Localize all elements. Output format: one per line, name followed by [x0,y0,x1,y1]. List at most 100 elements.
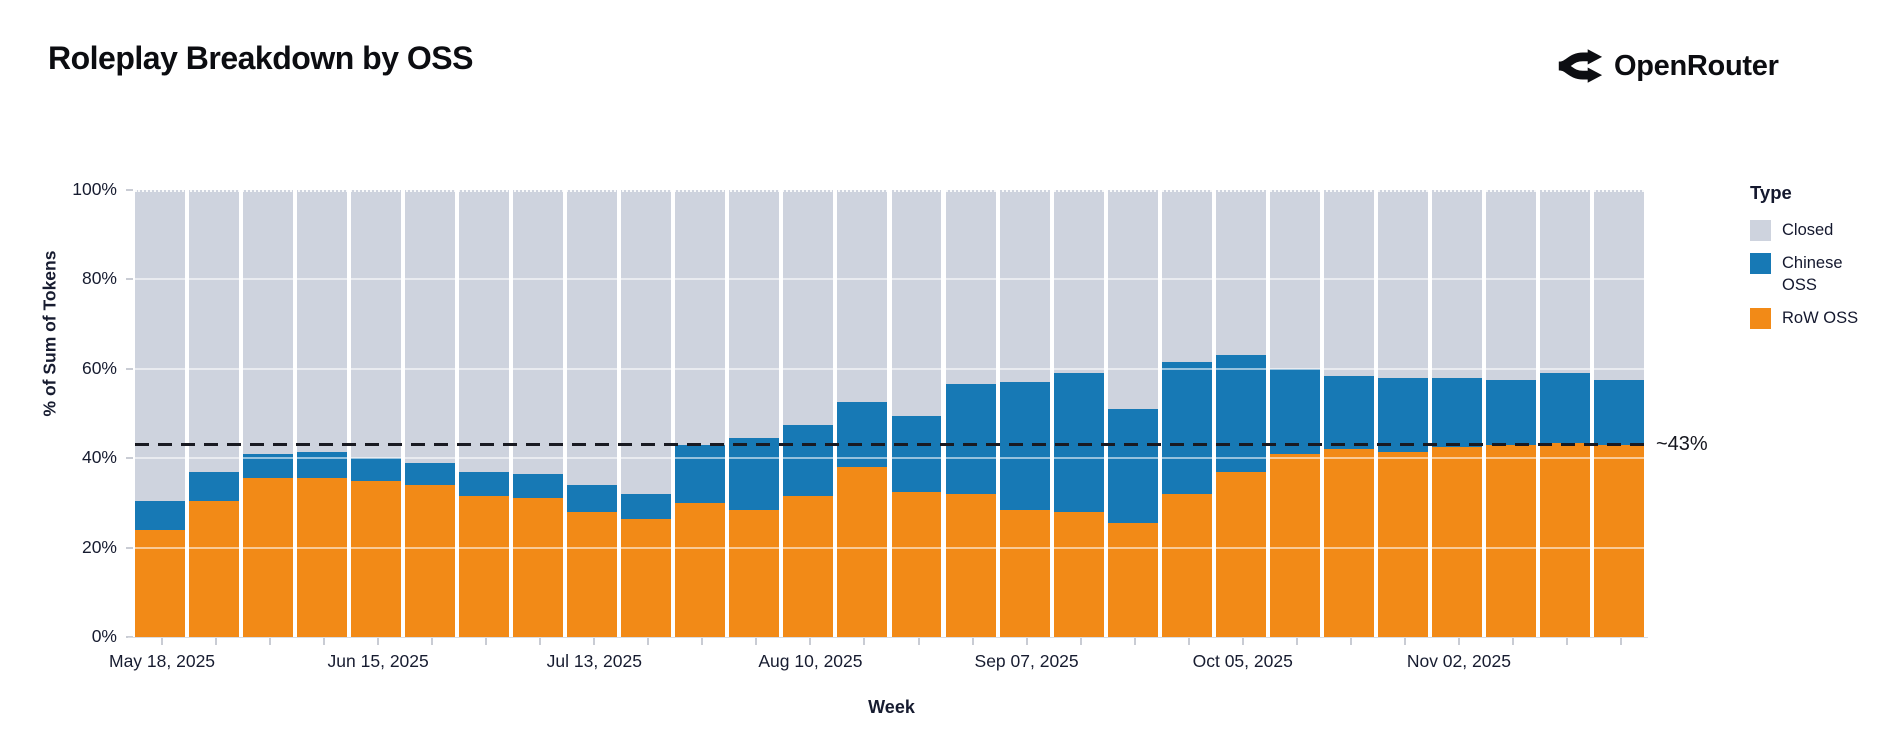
bar-week-aug-10-2025 [783,190,834,637]
bar-segment-chinese-oss[interactable] [297,451,348,479]
bar-segment-row-oss[interactable] [1431,447,1482,637]
bar-segment-row-oss[interactable] [1161,493,1212,637]
x-tick-mark [809,638,812,645]
bar-segment-chinese-oss[interactable] [459,471,510,497]
bar-segment-row-oss[interactable] [729,509,780,637]
bar-segment-chinese-oss[interactable] [567,485,618,512]
bar-segment-chinese-oss[interactable] [1161,362,1212,494]
bar-segment-row-oss[interactable] [891,491,942,637]
bar-segment-chinese-oss[interactable] [945,384,996,494]
bar-segment-row-oss[interactable] [621,518,672,637]
bar-segment-chinese-oss[interactable] [135,500,185,530]
bar-segment-closed[interactable] [297,190,348,452]
bar-segment-row-oss[interactable] [783,496,834,637]
bar-segment-chinese-oss[interactable] [1431,377,1482,448]
bar-segment-chinese-oss[interactable] [891,415,942,492]
legend-item-closed[interactable]: Closed [1750,219,1870,241]
bar-segment-chinese-oss[interactable] [1107,409,1158,524]
bar-segment-row-oss[interactable] [1053,511,1104,637]
bar-segment-closed[interactable] [1161,190,1212,363]
bar-segment-row-oss[interactable] [999,509,1050,637]
bar-segment-chinese-oss[interactable] [1323,375,1374,450]
page-title: Roleplay Breakdown by OSS [48,40,473,76]
bar-segment-chinese-oss[interactable] [1485,379,1536,445]
bar-segment-row-oss[interactable] [1485,444,1536,637]
bar-segment-closed[interactable] [459,190,510,472]
bar-segment-row-oss[interactable] [297,478,348,637]
bar-segment-closed[interactable] [1377,190,1428,378]
bar-segment-closed[interactable] [945,190,996,385]
bar-segment-row-oss[interactable] [837,467,888,637]
bar-week-sep-07-2025 [999,190,1050,637]
bar-segment-row-oss[interactable] [1269,453,1320,637]
y-tick-label-80: 80% [81,268,117,289]
bar-segment-closed[interactable] [351,190,402,459]
bar-segment-closed[interactable] [1593,190,1644,380]
bar-segment-row-oss[interactable] [459,496,510,637]
bar-week-nov-02-2025 [1431,190,1482,637]
legend-item-chinese-oss[interactable]: Chinese OSS [1750,252,1870,296]
bar-segment-chinese-oss[interactable] [1593,379,1644,445]
bar-segment-closed[interactable] [513,190,564,474]
bar-segment-closed[interactable] [783,190,834,425]
bar-segment-chinese-oss[interactable] [513,473,564,499]
bar-segment-closed[interactable] [243,190,294,454]
bar-segment-chinese-oss[interactable] [1269,368,1320,454]
bar-segment-chinese-oss[interactable] [405,462,456,486]
bar-segment-chinese-oss[interactable] [675,444,726,503]
bar-segment-closed[interactable] [1215,190,1266,356]
bar-segment-closed[interactable] [135,190,185,501]
bar-segment-row-oss[interactable] [1107,523,1158,637]
bar-segment-chinese-oss[interactable] [351,458,402,481]
bar-segment-closed[interactable] [1431,190,1482,378]
bar-segment-chinese-oss[interactable] [1377,377,1428,452]
legend-item-row-oss[interactable]: RoW OSS [1750,307,1870,329]
bar-segment-row-oss[interactable] [405,485,456,637]
bar-segment-row-oss[interactable] [1593,444,1644,637]
y-tick-mark [126,457,133,460]
legend-swatch-chinese-oss[interactable] [1750,253,1771,274]
bar-week-sep-28-2025 [1161,190,1212,637]
bar-segment-closed[interactable] [1323,190,1374,376]
x-tick-mark [161,638,164,645]
bar-segment-closed[interactable] [999,190,1050,383]
bar-segment-row-oss[interactable] [351,480,402,637]
legend-swatch-closed[interactable] [1750,220,1771,241]
x-tick-label-sep-07-2025: Sep 07, 2025 [974,651,1079,671]
bar-segment-chinese-oss[interactable] [1215,355,1266,472]
bar-segment-row-oss[interactable] [189,500,240,637]
bar-segment-chinese-oss[interactable] [1539,373,1590,443]
bar-segment-row-oss[interactable] [1323,449,1374,637]
bar-segment-closed[interactable] [1485,190,1536,380]
x-tick-mark [971,638,974,645]
legend-label: Chinese OSS [1782,254,1843,294]
bar-segment-closed[interactable] [1539,190,1590,374]
bar-segment-chinese-oss[interactable] [1053,373,1104,512]
bar-segment-row-oss[interactable] [1215,471,1266,637]
bar-segment-closed[interactable] [621,190,672,494]
bar-segment-row-oss[interactable] [1377,451,1428,637]
legend-swatch-row-oss[interactable] [1750,308,1771,329]
bar-segment-row-oss[interactable] [675,502,726,637]
bar-segment-row-oss[interactable] [243,478,294,637]
bar-segment-chinese-oss[interactable] [783,424,834,497]
bar-segment-chinese-oss[interactable] [189,471,240,501]
bar-segment-row-oss[interactable] [1539,442,1590,637]
bar-segment-chinese-oss[interactable] [837,402,888,468]
y-tick-label-20: 20% [81,536,117,557]
bar-segment-closed[interactable] [189,190,240,472]
bar-segment-chinese-oss[interactable] [621,493,672,519]
bar-segment-closed[interactable] [837,190,888,403]
bar-segment-row-oss[interactable] [945,493,996,637]
bar-segment-closed[interactable] [567,190,618,486]
bar-segment-row-oss[interactable] [567,511,618,637]
bar-segment-row-oss[interactable] [513,498,564,637]
bar-segment-closed[interactable] [675,190,726,445]
bar-segment-closed[interactable] [405,190,456,463]
bar-segment-closed[interactable] [1107,190,1158,410]
bar-segment-closed[interactable] [1053,190,1104,374]
bar-segment-chinese-oss[interactable] [729,438,780,510]
bar-segment-closed[interactable] [891,190,942,416]
bar-segment-closed[interactable] [729,190,780,439]
x-tick-mark [1241,638,1244,645]
